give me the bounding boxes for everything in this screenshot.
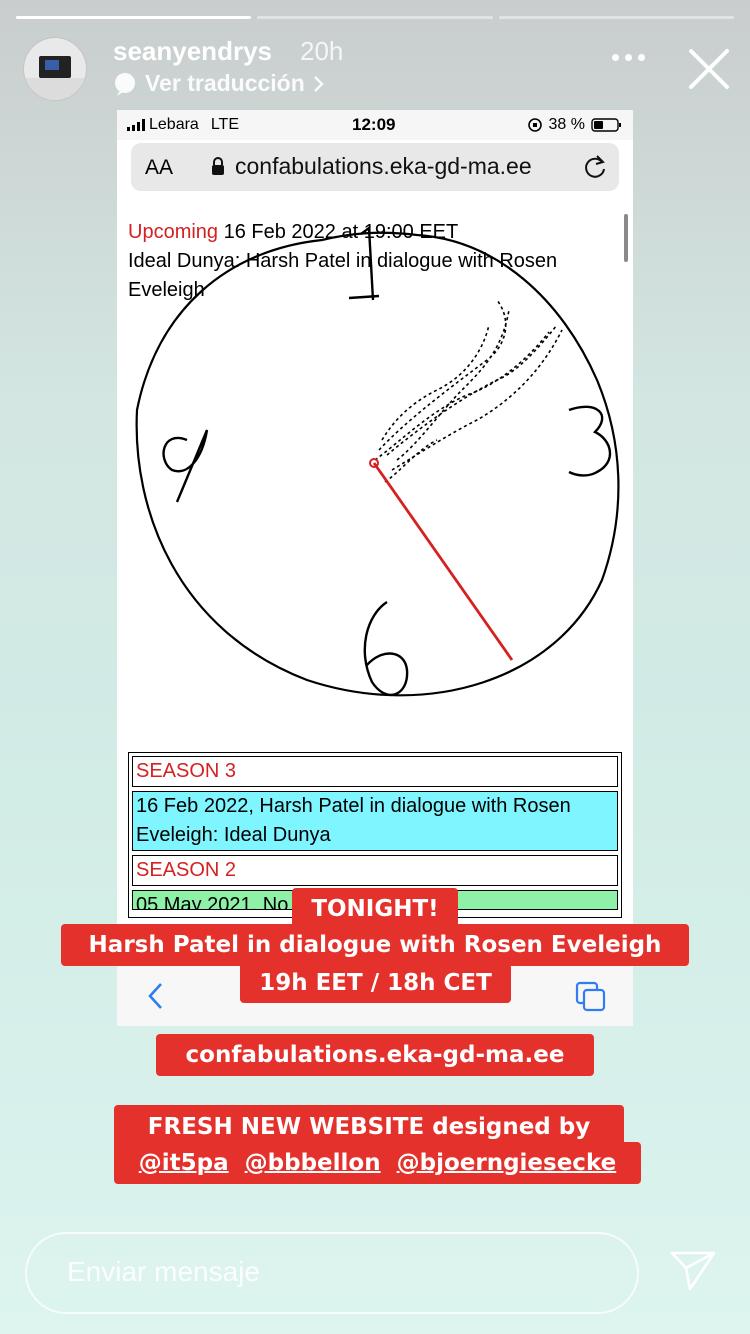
battery-icon	[591, 118, 621, 132]
hand-drawn-clock	[135, 225, 620, 697]
avatar-screen-image	[45, 60, 59, 70]
reader-button: AA	[145, 156, 174, 179]
battery-percent: 38 %	[548, 116, 585, 133]
clock-number-1	[348, 225, 380, 301]
scrollbar[interactable]	[624, 214, 628, 262]
mention-link[interactable]: @bbbellon	[244, 1150, 381, 1176]
phone-clock: 12:09	[352, 115, 396, 134]
carrier-name: Lebara	[149, 116, 199, 133]
season-2-header: SEASON 2	[132, 855, 618, 886]
clock-numbers	[162, 225, 612, 696]
sticker-time: 19h EET / 18h CET	[240, 963, 511, 1003]
clock-number-6	[363, 600, 409, 696]
back-icon	[148, 983, 162, 1009]
clock-outline	[135, 231, 620, 697]
embedded-phone-screenshot: Lebara LTE 12:09 38 % AA confabulations.…	[117, 110, 633, 1026]
season-table: SEASON 3 16 Feb 2022, Harsh Patel in dia…	[128, 752, 622, 918]
phone-status-bar: Lebara LTE 12:09 38 %	[117, 110, 633, 140]
mention-link[interactable]: @bjoerngiesecke	[396, 1150, 617, 1176]
message-input[interactable]: Enviar mensaje	[25, 1232, 639, 1314]
season-3-event[interactable]: 16 Feb 2022, Harsh Patel in dialogue wit…	[132, 791, 618, 851]
sticker-handles: @it5pa @bbbellon @bjoerngiesecke	[114, 1142, 641, 1184]
clock-number-3	[568, 405, 612, 477]
send-icon[interactable]	[670, 1250, 716, 1292]
more-options-icon[interactable]	[612, 54, 645, 61]
message-placeholder: Enviar mensaje	[67, 1256, 260, 1287]
reload-icon	[585, 155, 605, 178]
signal-icon	[127, 119, 145, 131]
clock-number-9	[162, 429, 209, 503]
clock-hatching	[374, 299, 563, 483]
rotation-lock-icon	[527, 118, 542, 132]
clock-hand	[369, 458, 514, 661]
upcoming-title: Ideal Dunya: Harsh Patel in dialogue wit…	[128, 250, 558, 301]
sticker-fresh-website: FRESH NEW WEBSITE designed by	[114, 1105, 624, 1149]
avatar-shelf	[24, 78, 86, 100]
progress-segment	[498, 16, 734, 19]
season-3-header: SEASON 3	[132, 756, 618, 787]
progress-segment	[16, 16, 252, 19]
post-time: 20h	[300, 36, 344, 66]
translate-icon	[115, 72, 135, 96]
translate-link[interactable]: Ver traducción	[113, 70, 325, 97]
address-url: confabulations.eka-gd-ma.ee	[235, 153, 532, 179]
sticker-url: confabulations.eka-gd-ma.ee	[156, 1034, 594, 1076]
sticker-tonight: TONIGHT!	[292, 888, 458, 930]
sticker-headline: Harsh Patel in dialogue with Rosen Evele…	[61, 924, 689, 966]
avatar[interactable]	[24, 38, 86, 100]
tabs-icon	[575, 981, 606, 1012]
progress-segment	[257, 16, 493, 19]
username[interactable]: seanyendrys	[113, 36, 272, 66]
chevron-right-icon	[313, 75, 324, 92]
lock-icon	[212, 157, 224, 175]
upcoming-label: Upcoming	[128, 221, 219, 243]
upcoming-event[interactable]: Upcoming 16 Feb 2022 at 19:00 EET Ideal …	[128, 218, 618, 305]
network-type: LTE	[210, 116, 239, 133]
address-bar: AA confabulations.eka-gd-ma.ee	[131, 143, 619, 191]
translate-label: Ver traducción	[145, 70, 305, 96]
upcoming-date: 16 Feb 2022 at 19:00 EET	[223, 221, 459, 243]
mention-link[interactable]: @it5pa	[138, 1150, 229, 1176]
close-icon[interactable]	[688, 48, 730, 90]
story-progress	[16, 16, 734, 19]
